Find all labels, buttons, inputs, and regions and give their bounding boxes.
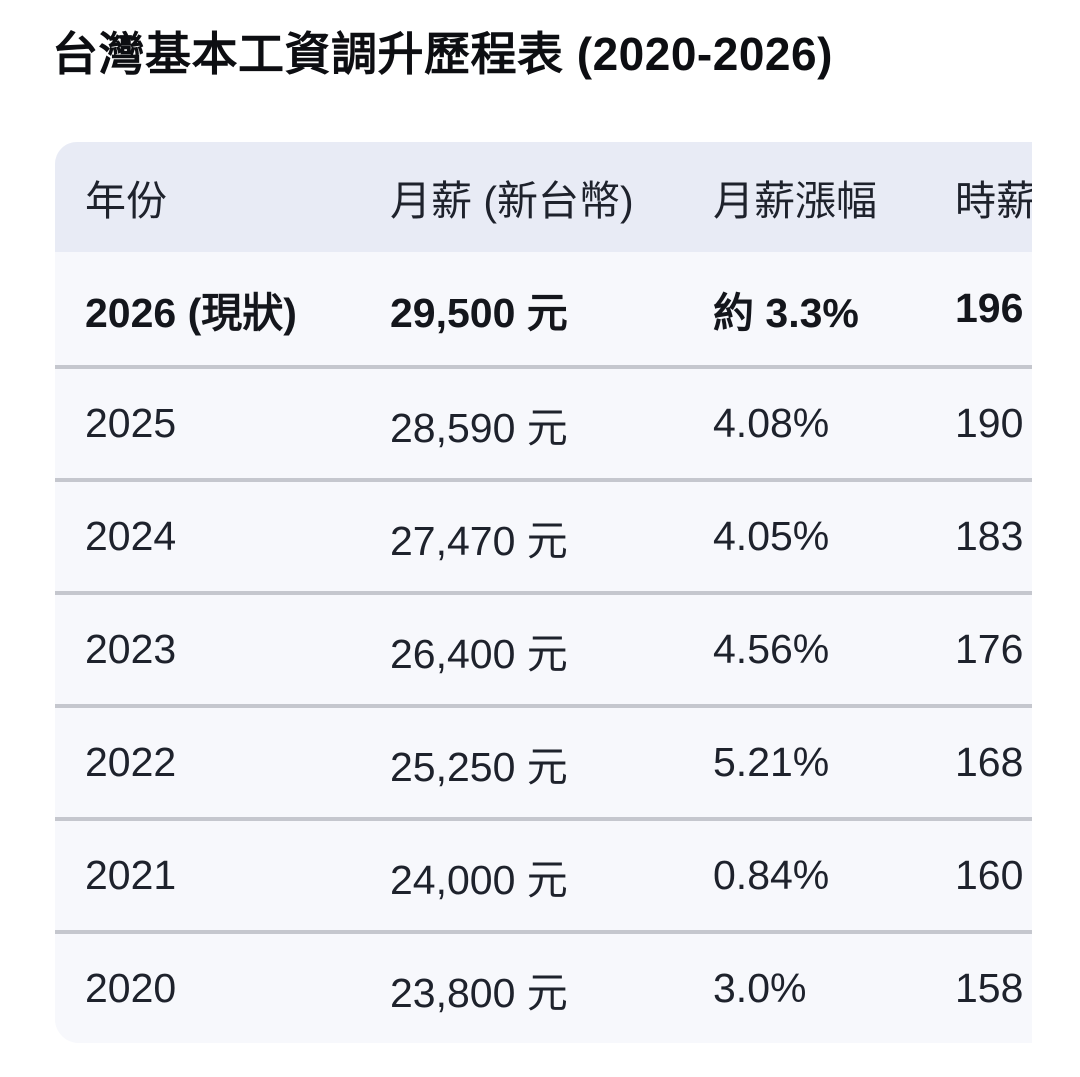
cell-year: 2024	[85, 513, 177, 559]
cell-monthly: 28,590 元	[390, 404, 568, 451]
cell-monthly: 29,500 元	[390, 289, 568, 336]
cell-growth: 約 3.3%	[713, 289, 859, 336]
cell-hourly: 168	[955, 739, 1024, 785]
cell-growth: 5.21%	[713, 739, 830, 785]
cell-monthly: 25,250 元	[390, 743, 568, 790]
cell-year: 2025	[85, 400, 177, 446]
cell-growth: 0.84%	[713, 852, 830, 898]
table-row: 2022 25,250 元 5.21% 168	[55, 704, 1032, 817]
table-row: 2024 27,470 元 4.05% 183	[55, 478, 1032, 591]
cell-growth: 4.05%	[713, 513, 830, 559]
cell-hourly: 196	[955, 285, 1024, 331]
wage-table: 年份 月薪 (新台幣) 月薪漲幅 時薪 2026 (現狀) 29,500 元 約…	[55, 142, 1032, 1043]
table-body: 2026 (現狀) 29,500 元 約 3.3% 196 2025 28,59…	[55, 252, 1032, 1043]
cell-hourly: 160	[955, 852, 1024, 898]
cell-growth: 4.08%	[713, 400, 830, 446]
column-header-hourly: 時薪	[955, 178, 1032, 224]
column-header-monthly: 月薪 (新台幣)	[390, 178, 634, 224]
cell-year: 2023	[85, 626, 177, 672]
table-row: 2021 24,000 元 0.84% 160	[55, 817, 1032, 930]
cell-year: 2026 (現狀)	[85, 289, 297, 336]
table-row: 2025 28,590 元 4.08% 190	[55, 365, 1032, 478]
column-header-growth: 月薪漲幅	[713, 178, 877, 224]
cell-growth: 3.0%	[713, 965, 807, 1011]
cell-year: 2021	[85, 852, 177, 898]
cell-hourly: 190	[955, 400, 1024, 446]
cell-monthly: 27,470 元	[390, 517, 568, 564]
cell-year: 2022	[85, 739, 177, 785]
table-row: 2023 26,400 元 4.56% 176	[55, 591, 1032, 704]
table-row: 2026 (現狀) 29,500 元 約 3.3% 196	[55, 252, 1032, 365]
cell-monthly: 23,800 元	[390, 969, 568, 1016]
table-header-row: 年份 月薪 (新台幣) 月薪漲幅 時薪	[55, 142, 1032, 252]
table-row: 2020 23,800 元 3.0% 158	[55, 930, 1032, 1043]
cell-growth: 4.56%	[713, 626, 830, 672]
cell-monthly: 26,400 元	[390, 630, 568, 677]
cell-monthly: 24,000 元	[390, 856, 568, 903]
cell-year: 2020	[85, 965, 177, 1011]
wage-table-card[interactable]: 年份 月薪 (新台幣) 月薪漲幅 時薪 2026 (現狀) 29,500 元 約…	[55, 142, 1032, 1043]
column-header-year: 年份	[85, 178, 167, 224]
cell-hourly: 158	[955, 965, 1024, 1011]
cell-hourly: 176	[955, 626, 1024, 672]
cell-hourly: 183	[955, 513, 1024, 559]
page-title: 台灣基本工資調升歷程表 (2020-2026)	[52, 28, 833, 80]
